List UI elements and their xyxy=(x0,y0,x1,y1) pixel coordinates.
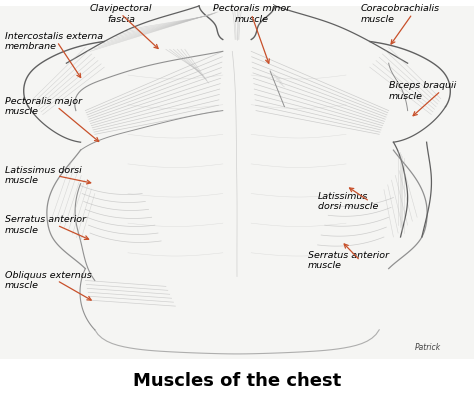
Text: Pectoralis major
muscle: Pectoralis major muscle xyxy=(5,97,82,117)
Text: Coracobrachialis
muscle: Coracobrachialis muscle xyxy=(360,4,439,24)
Text: Pectoralis minor
muscle: Pectoralis minor muscle xyxy=(213,4,290,24)
Text: Intercostalis externa
membrane: Intercostalis externa membrane xyxy=(5,32,103,51)
FancyBboxPatch shape xyxy=(0,6,474,359)
Text: Biceps braquii
muscle: Biceps braquii muscle xyxy=(389,81,456,101)
Text: Obliquus externus
muscle: Obliquus externus muscle xyxy=(5,271,91,290)
Text: Muscles of the chest: Muscles of the chest xyxy=(133,372,341,390)
Text: Clavipectoral
fascia: Clavipectoral fascia xyxy=(90,4,152,24)
Text: Serratus anterior
muscle: Serratus anterior muscle xyxy=(5,215,86,235)
Text: Latissimus dorsi
muscle: Latissimus dorsi muscle xyxy=(5,166,82,186)
Text: Serratus anterior
muscle: Serratus anterior muscle xyxy=(308,251,389,271)
Text: Latissimus
dorsi muscle: Latissimus dorsi muscle xyxy=(318,192,378,211)
Text: Patrick: Patrick xyxy=(415,342,441,352)
